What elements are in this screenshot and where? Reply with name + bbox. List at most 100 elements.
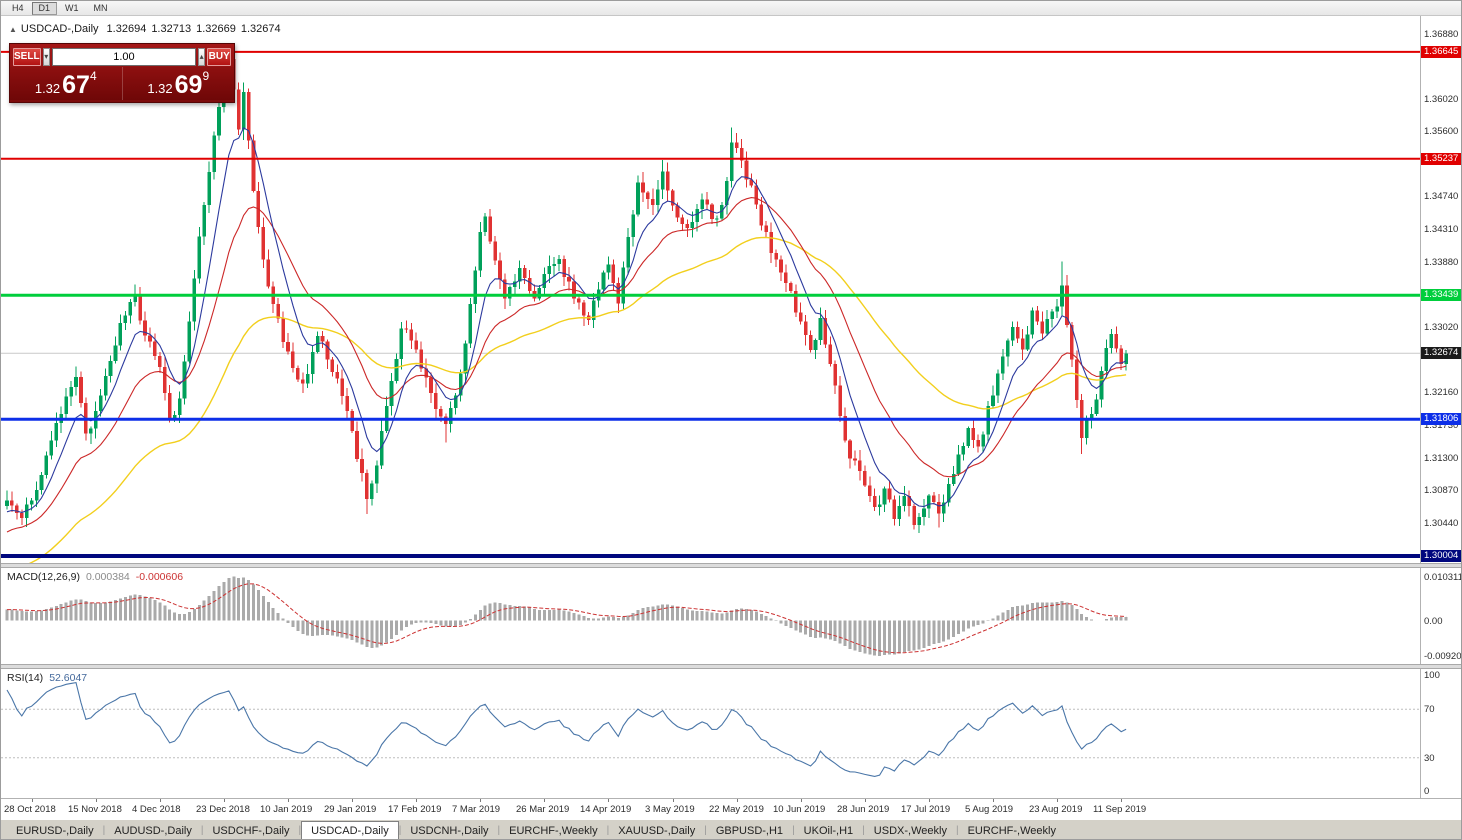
date-tick [929, 799, 930, 802]
price-tick: 1.34740 [1424, 191, 1459, 203]
tab-usdx-weekly[interactable]: USDX-,Weekly [873, 824, 947, 837]
date-label: 15 Nov 2018 [68, 804, 122, 815]
price-tick: 1.36880 [1424, 29, 1459, 40]
date-label: 28 Jun 2019 [837, 804, 890, 815]
price-tick: 0.010311 [1424, 571, 1462, 583]
price-tick: 1.31300 [1424, 452, 1459, 464]
macd-axis: 0.010311 0.00 -0.00920 [1420, 568, 1462, 664]
tab-ukoil-h1[interactable]: UKOil-,H1 [803, 824, 854, 837]
tab-usdchf-daily[interactable]: USDCHF-,Daily [212, 824, 290, 837]
price-tick: 1.30870 [1424, 485, 1459, 497]
trade-controls-row: SELL ▾ ▴ BUY [10, 44, 234, 67]
price-tick: 30 [1424, 752, 1435, 764]
buy-price-pipette: 9 [202, 69, 210, 83]
date-tick [865, 799, 866, 802]
panel-splitter[interactable] [1, 664, 1461, 669]
price-level-tag: 1.35237 [1421, 152, 1461, 165]
timeframe-button-w1[interactable]: W1 [58, 2, 86, 15]
sell-button[interactable]: SELL [13, 47, 41, 66]
date-tick [96, 799, 97, 802]
price-tick: 100 [1424, 670, 1440, 681]
date-axis[interactable]: 28 Oct 2018 15 Nov 2018 4 Dec 2018 23 Dec 2… [1, 798, 1461, 820]
rsi-panel[interactable]: 100 70 30 0 RSI(14) 52.6047 [1, 669, 1461, 798]
date-label: 22 May 2019 [709, 804, 764, 815]
date-tick [737, 799, 738, 802]
tab-usdcad-daily[interactable]: USDCAD-,Daily [301, 820, 399, 839]
price-tick: 0.00 [1424, 615, 1443, 627]
date-tick [1121, 799, 1122, 802]
tab-separator: | [955, 825, 959, 836]
price-tick: 1.36020 [1424, 94, 1459, 106]
tab-gbpusd-h1[interactable]: GBPUSD-,H1 [715, 824, 784, 837]
date-label: 4 Dec 2018 [132, 804, 181, 815]
date-tick [544, 799, 545, 802]
price-tick: 1.35600 [1424, 126, 1459, 138]
volume-increase-button[interactable]: ▴ [197, 47, 206, 66]
macd-name: MACD(12,26,9) [7, 571, 80, 583]
tab-separator: | [704, 825, 707, 836]
candlestick-chart-svg[interactable] [1, 16, 1420, 563]
panel-splitter[interactable] [1, 563, 1461, 568]
timeframe-button-h4[interactable]: H4 [5, 2, 31, 15]
tab-usdcnh-daily[interactable]: USDCNH-,Daily [410, 824, 489, 837]
date-label: 7 Mar 2019 [452, 804, 501, 815]
date-tick [673, 799, 674, 802]
volume-input[interactable] [51, 47, 196, 66]
chart-ohlc-header: ▲ USDCAD-,Daily 1.32694 1.32713 1.32669 1.326… [9, 23, 286, 35]
timeframe-button-mn[interactable]: MN [87, 2, 115, 15]
date-label: 10 Jun 2019 [773, 804, 826, 815]
tab-audusd-daily[interactable]: AUDUSD-,Daily [114, 824, 192, 837]
tab-separator: | [298, 825, 302, 836]
tab-eurusd-daily[interactable]: EURUSD-,Daily [16, 824, 94, 837]
price-tick: 1.31730 [1424, 419, 1459, 431]
date-tick [416, 799, 417, 802]
buy-button[interactable]: BUY [207, 47, 231, 66]
date-label: 3 May 2019 [645, 804, 695, 815]
sell-price-display[interactable]: 1.32 67 4 [10, 67, 122, 100]
macd-signal-value: -0.000606 [135, 571, 184, 583]
tab-eurchf-weekly[interactable]: EURCHF-,Weekly [509, 824, 598, 837]
price-level-tag: 1.36645 [1421, 45, 1461, 58]
collapse-icon[interactable]: ▲ [9, 25, 17, 34]
buy-price-base: 1.32 [147, 81, 173, 96]
date-tick [224, 799, 225, 802]
chart-window: 1.36880 1.36020 1.35600 1.34740 1.34310 1.338… [1, 16, 1461, 820]
price-level-tag: 1.32674 [1421, 347, 1461, 360]
date-label: 28 Oct 2018 [4, 804, 56, 815]
timeframe-button-d1[interactable]: D1 [31, 1, 58, 15]
ma-line-slow [28, 236, 1127, 563]
macd-panel[interactable]: 0.010311 0.00 -0.00920 MACD(12,26,9) 0.0003… [1, 568, 1461, 664]
price-tick: 1.32160 [1424, 387, 1459, 399]
price-tick: 0 [1424, 786, 1430, 797]
rsi-indicator-label: RSI(14) 52.6047 [7, 672, 87, 684]
date-label: 26 Mar 2019 [516, 804, 570, 815]
chevron-up-icon: ▴ [199, 51, 204, 61]
price-axis[interactable]: 1.36880 1.36020 1.35600 1.34740 1.34310 1.338… [1420, 16, 1461, 563]
ma-line-fast [6, 127, 1127, 514]
high-value: 1.32713 [151, 23, 192, 35]
open-value: 1.32694 [106, 23, 147, 35]
buy-price-display[interactable]: 1.32 69 9 [121, 67, 235, 100]
price-chart-panel[interactable]: 1.36880 1.36020 1.35600 1.34740 1.34310 1.338… [1, 16, 1461, 563]
tab-separator: | [862, 825, 865, 836]
volume-decrease-button[interactable]: ▾ [42, 47, 50, 66]
tab-separator: | [606, 825, 610, 836]
macd-main-value: 0.000384 [85, 571, 130, 583]
date-label: 11 Sep 2019 [1093, 804, 1147, 815]
macd-chart-svg[interactable] [1, 568, 1420, 664]
date-label: 5 Aug 2019 [965, 804, 1014, 815]
tab-xauusd-daily[interactable]: XAUUSD-,Daily [618, 824, 696, 837]
price-level-tag: 1.30004 [1421, 550, 1461, 562]
tab-eurchf-weekly[interactable]: EURCHF-,Weekly [967, 824, 1056, 837]
tab-separator: | [102, 825, 106, 836]
tab-separator: | [200, 825, 204, 836]
rsi-value: 52.6047 [49, 672, 88, 684]
date-label: 23 Aug 2019 [1029, 804, 1083, 815]
date-label: 23 Dec 2018 [196, 804, 250, 815]
date-tick [160, 799, 161, 802]
chevron-down-icon: ▾ [44, 51, 49, 61]
candles [5, 51, 1128, 534]
rsi-chart-svg[interactable] [1, 669, 1420, 798]
